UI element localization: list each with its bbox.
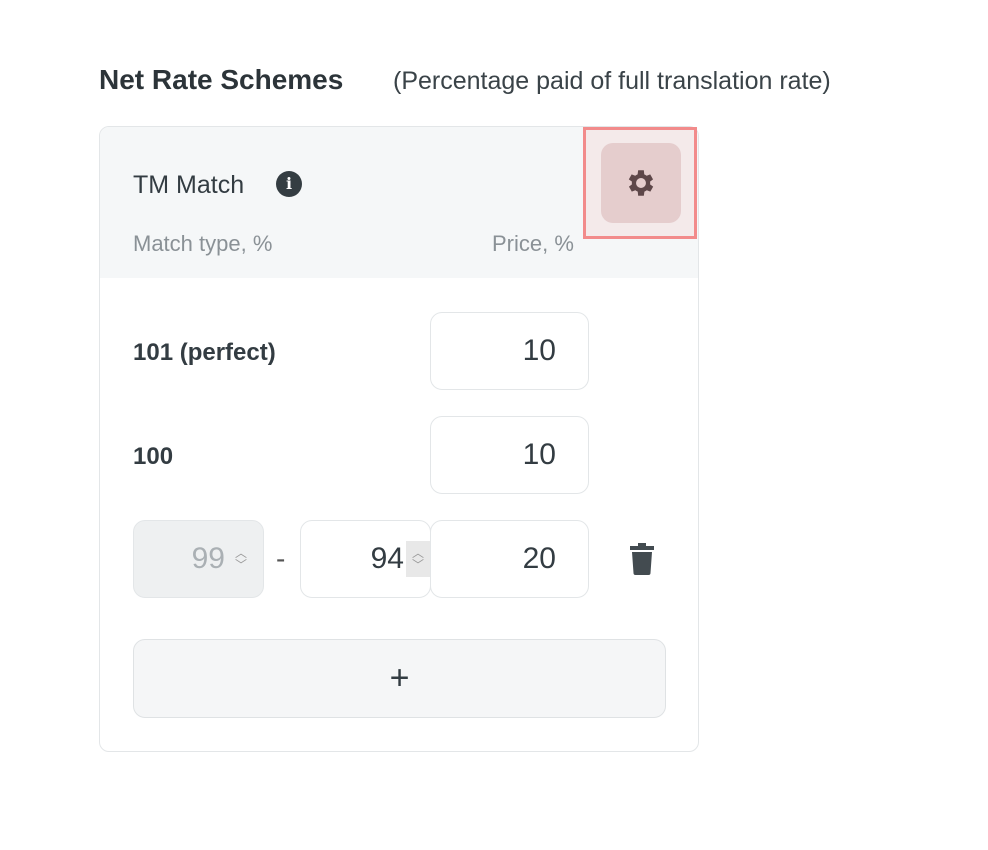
- range-to-input[interactable]: 94 ︿ ﹀: [300, 520, 431, 598]
- range-separator: -: [276, 543, 286, 574]
- card-title: TM Match: [133, 171, 245, 199]
- trash-icon: [630, 543, 654, 575]
- row-label: 101 (perfect): [133, 339, 276, 366]
- range-from-input: 99 ︿ ﹀: [133, 520, 264, 598]
- tm-match-card: TM Match i Match type, % Price, % 101 (p…: [99, 126, 699, 752]
- page-subtitle: (Percentage paid of full translation rat…: [393, 67, 831, 95]
- price-input[interactable]: 10: [430, 416, 589, 494]
- column-match-type: Match type, %: [133, 231, 273, 256]
- range-from-value: 99: [191, 542, 225, 575]
- column-price: Price, %: [492, 231, 574, 256]
- gear-icon: [628, 170, 654, 196]
- info-icon[interactable]: i: [276, 171, 302, 197]
- add-row-button[interactable]: +: [133, 639, 666, 718]
- settings-button[interactable]: [601, 143, 681, 223]
- spinner-icon: ︿ ﹀: [234, 546, 247, 572]
- spinner-icon[interactable]: ︿ ﹀: [406, 541, 430, 577]
- range-to-value: 94: [370, 542, 404, 575]
- page-title: Net Rate Schemes: [99, 64, 344, 95]
- highlight-box: [583, 127, 697, 239]
- price-input[interactable]: 10: [430, 312, 589, 390]
- row-label: 100: [133, 443, 174, 470]
- card-header: [100, 127, 698, 278]
- delete-row-button[interactable]: [630, 543, 654, 580]
- price-input[interactable]: 20: [430, 520, 589, 598]
